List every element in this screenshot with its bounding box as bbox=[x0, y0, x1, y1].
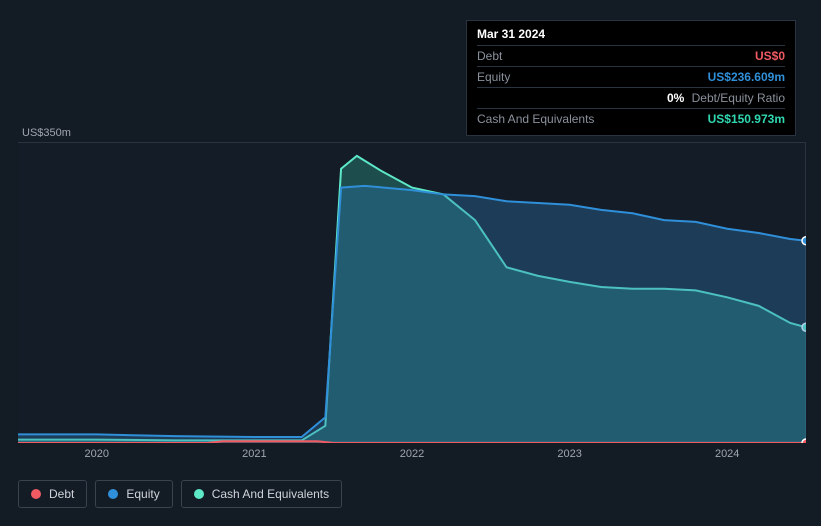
tooltip-date: Mar 31 2024 bbox=[477, 27, 785, 45]
series-area-equity bbox=[18, 186, 806, 443]
tooltip-row-label: Debt bbox=[477, 49, 502, 63]
tooltip-row-value: US$150.973m bbox=[708, 112, 785, 126]
tooltip-row-value: US$236.609m bbox=[708, 70, 785, 84]
x-axis-tick-label: 2021 bbox=[242, 448, 266, 460]
tooltip-row-label: Cash And Equivalents bbox=[477, 112, 594, 126]
tooltip-row: 0% Debt/Equity Ratio bbox=[477, 87, 785, 108]
legend-label: Debt bbox=[49, 487, 74, 501]
tooltip-row-label: Equity bbox=[477, 70, 510, 84]
chart-legend: Debt Equity Cash And Equivalents bbox=[18, 480, 342, 508]
legend-swatch-icon bbox=[31, 489, 41, 499]
legend-label: Cash And Equivalents bbox=[212, 487, 329, 501]
tooltip-row: Equity US$236.609m bbox=[477, 66, 785, 87]
legend-swatch-icon bbox=[108, 489, 118, 499]
x-axis-tick-label: 2020 bbox=[85, 448, 109, 460]
tooltip-row-value: US$0 bbox=[755, 49, 785, 63]
legend-item-cash-and-equivalents[interactable]: Cash And Equivalents bbox=[181, 480, 342, 508]
x-axis-tick-label: 2022 bbox=[400, 448, 424, 460]
x-axis-tick-label: 2023 bbox=[557, 448, 581, 460]
tooltip-row: Debt US$0 bbox=[477, 45, 785, 66]
legend-item-debt[interactable]: Debt bbox=[18, 480, 87, 508]
tooltip-ratio: 0% Debt/Equity Ratio bbox=[667, 91, 785, 105]
x-axis: 2020 2021 2022 2023 2024 bbox=[18, 448, 806, 468]
legend-label: Equity bbox=[126, 487, 159, 501]
legend-swatch-icon bbox=[194, 489, 204, 499]
x-axis-tick-label: 2024 bbox=[715, 448, 739, 460]
chart-plot-area[interactable] bbox=[18, 142, 806, 442]
series-end-marker bbox=[802, 237, 806, 245]
y-axis-tick-label: US$350m bbox=[22, 127, 71, 139]
legend-item-equity[interactable]: Equity bbox=[95, 480, 172, 508]
chart-tooltip: Mar 31 2024 Debt US$0 Equity US$236.609m 0% … bbox=[466, 20, 796, 136]
tooltip-row: Cash And Equivalents US$150.973m bbox=[477, 108, 785, 129]
